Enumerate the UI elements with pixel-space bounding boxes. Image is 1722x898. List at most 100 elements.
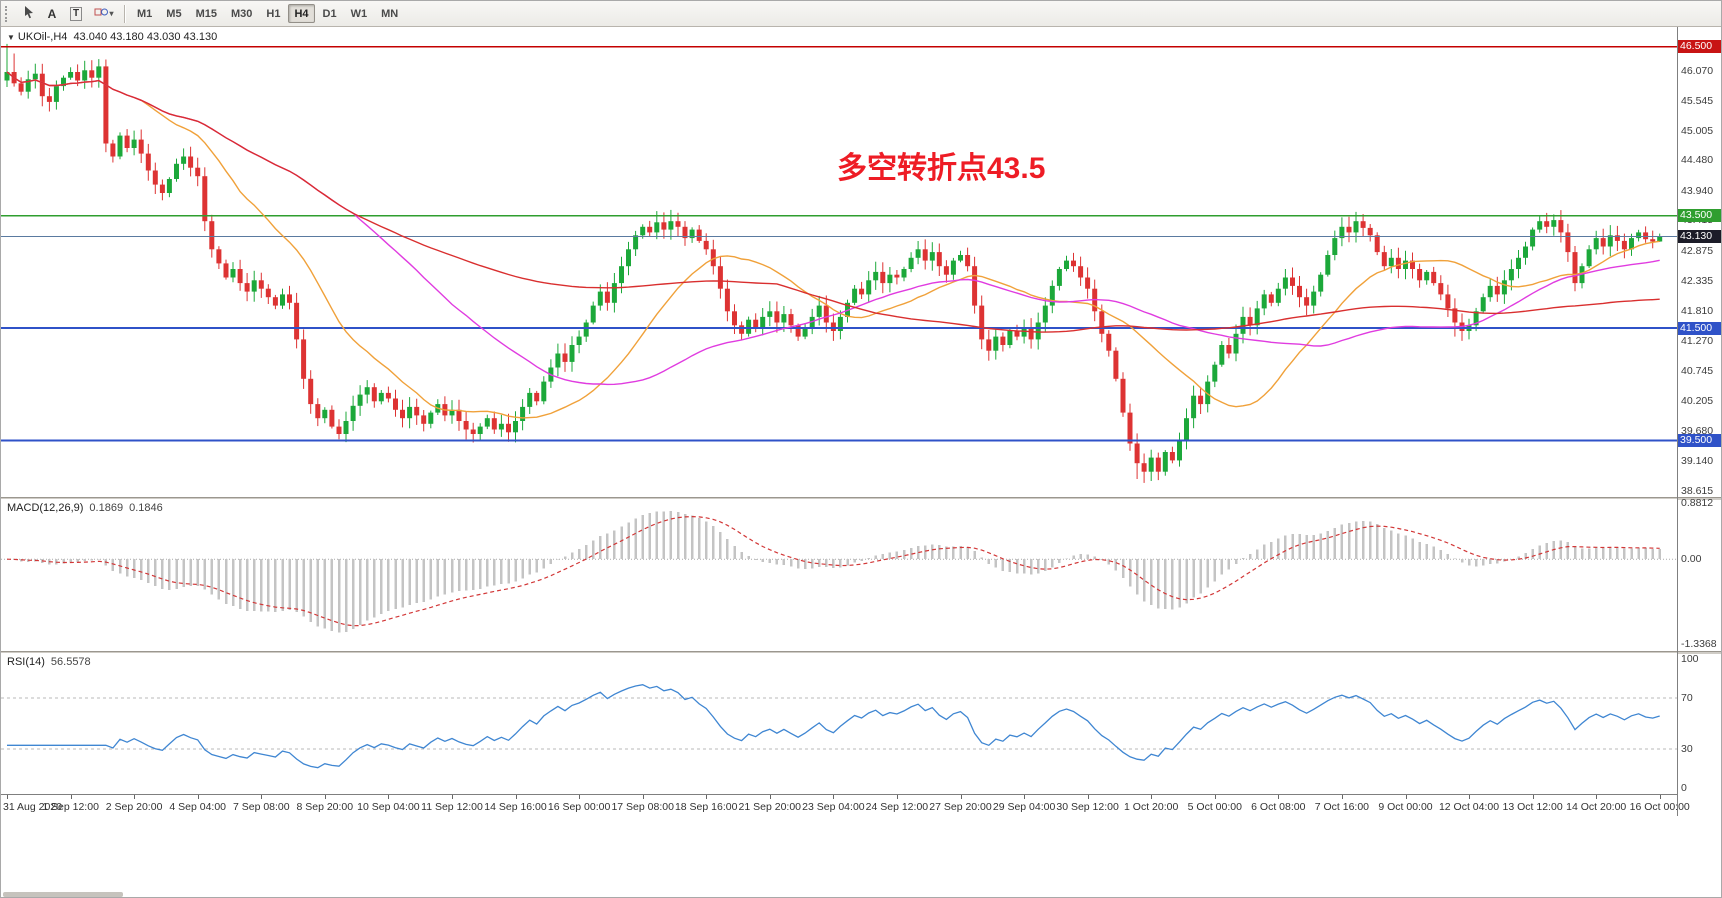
time-axis-label: 29 Sep 04:00 bbox=[992, 801, 1056, 813]
text-tool-button[interactable]: A bbox=[41, 4, 63, 24]
time-axis-label: 2 Sep 20:00 bbox=[105, 801, 163, 813]
macd-label: MACD(12,26,9) 0.1869 0.1846 bbox=[7, 502, 163, 514]
time-axis-label: 21 Sep 20:00 bbox=[738, 801, 802, 813]
shapes-tool-button[interactable]: ▾ bbox=[89, 4, 119, 24]
symbol-timeframe-label: UKOil-,H4 bbox=[17, 31, 68, 43]
ohlc-values: 43.040 43.180 43.030 43.130 bbox=[73, 31, 218, 43]
time-axis-tick bbox=[642, 795, 644, 799]
price-axis-tick: 43.940 bbox=[1681, 184, 1714, 197]
chart-title: ▼ UKOil-,H4 43.040 43.180 43.030 43.130 bbox=[7, 31, 217, 43]
time-axis-label: 18 Sep 16:00 bbox=[674, 801, 738, 813]
price-axis-tick: 39.680 bbox=[1681, 424, 1714, 437]
chart-annotation: 多空转折点43.5 bbox=[837, 152, 1046, 185]
macd-axis-tick: 0.00 bbox=[1681, 553, 1702, 566]
timeframe-button-m30[interactable]: M30 bbox=[225, 4, 258, 23]
price-axis-tick: 41.270 bbox=[1681, 335, 1714, 348]
rsi-chart[interactable] bbox=[1, 653, 1677, 794]
macd-signal-line bbox=[6, 515, 1660, 627]
timeframe-button-h1[interactable]: H1 bbox=[260, 4, 286, 23]
time-axis-tick bbox=[197, 795, 199, 799]
macd-chart[interactable] bbox=[1, 499, 1677, 651]
timeframe-group: M1 M5 M15 M30 H1 H4 D1 W1 MN bbox=[130, 4, 405, 23]
timeframe-button-w1[interactable]: W1 bbox=[345, 4, 374, 23]
time-axis-label: 1 Sep 12:00 bbox=[42, 801, 99, 813]
time-axis-tick bbox=[1341, 795, 1343, 799]
time-axis-label: 7 Oct 16:00 bbox=[1314, 801, 1370, 813]
price-level-badge: 46.500 bbox=[1678, 40, 1721, 54]
price-level-badge: 43.500 bbox=[1678, 209, 1721, 223]
panel-splitter[interactable] bbox=[1, 651, 1721, 654]
cursor-icon bbox=[22, 5, 35, 22]
timeframe-button-m1[interactable]: M1 bbox=[131, 4, 158, 23]
time-axis-tick bbox=[1024, 795, 1026, 799]
time-axis-tick bbox=[579, 795, 581, 799]
cursor-tool-button[interactable] bbox=[17, 4, 39, 24]
time-axis-label: 14 Sep 16:00 bbox=[484, 801, 547, 813]
candles-group bbox=[4, 43, 1663, 483]
time-axis-tick bbox=[706, 795, 708, 799]
horizontal-scrollbar-thumb[interactable] bbox=[3, 892, 123, 897]
timeframe-button-h4[interactable]: H4 bbox=[288, 4, 315, 23]
time-axis-tick bbox=[388, 795, 390, 799]
time-axis-tick bbox=[7, 795, 8, 799]
toolbar-separator bbox=[124, 4, 126, 23]
timeframe-button-d1[interactable]: D1 bbox=[317, 4, 343, 23]
chart-toolbar: A T ▾ M1 M5 M15 M30 H1 H4 D1 W1 MN bbox=[1, 1, 1721, 27]
current-price-badge: 43.130 bbox=[1678, 229, 1721, 243]
rsi-panel[interactable]: RSI(14) 56.5578 bbox=[1, 653, 1677, 794]
price-axis-tick: 38.615 bbox=[1681, 484, 1714, 497]
time-axis-tick bbox=[833, 795, 835, 799]
time-axis-label: 10 Sep 04:00 bbox=[357, 801, 420, 813]
time-axis-tick bbox=[769, 795, 771, 799]
time-axis-tick bbox=[134, 795, 136, 799]
time-axis-label: 9 Oct 00:00 bbox=[1378, 801, 1433, 813]
toolbar-grip[interactable] bbox=[5, 5, 11, 22]
rsi-axis-tick: 70 bbox=[1681, 691, 1693, 704]
price-axis-tick: 46.070 bbox=[1681, 64, 1714, 77]
timeframe-button-m15[interactable]: M15 bbox=[190, 4, 223, 23]
time-axis-tick bbox=[515, 795, 517, 799]
price-axis-tick: 42.335 bbox=[1681, 275, 1714, 288]
time-axis-label: 11 Sep 12:00 bbox=[421, 801, 483, 813]
time-axis-tick bbox=[1596, 795, 1598, 799]
price-axis-tick: 40.745 bbox=[1681, 364, 1714, 377]
rsi-label: RSI(14) 56.5578 bbox=[7, 656, 91, 668]
time-axis-label: 13 Oct 12:00 bbox=[1502, 801, 1563, 813]
price-axis[interactable]: 46.07045.54545.00544.48043.94043.41542.8… bbox=[1678, 27, 1721, 816]
text-label-icon: T bbox=[69, 6, 83, 21]
time-axis-label: 31 Aug 2020 bbox=[3, 801, 62, 813]
panel-splitter[interactable] bbox=[1, 497, 1721, 500]
level-lines-group bbox=[1, 45, 1677, 442]
time-axis-label: 17 Sep 08:00 bbox=[611, 801, 674, 813]
macd-signal-value: 0.1846 bbox=[129, 502, 163, 514]
macd-title: MACD(12,26,9) bbox=[7, 502, 84, 514]
time-axis-label: 12 Oct 04:00 bbox=[1438, 801, 1500, 813]
time-axis-tick bbox=[960, 795, 962, 799]
price-level-badge: 39.500 bbox=[1678, 434, 1721, 448]
time-axis-label: 14 Oct 20:00 bbox=[1566, 801, 1627, 813]
collapse-triangle-icon[interactable]: ▼ bbox=[7, 33, 15, 42]
macd-main-value: 0.1869 bbox=[89, 502, 124, 514]
time-axis[interactable]: 31 Aug 2020 1 Sep 12:00 2 Sep 20:00 4 Sep 0… bbox=[1, 794, 1690, 817]
timeframe-button-mn[interactable]: MN bbox=[375, 4, 404, 23]
time-axis-label: 7 Sep 08:00 bbox=[232, 801, 290, 813]
price-axis-tick: 42.875 bbox=[1681, 244, 1714, 257]
rsi-axis-tick: 30 bbox=[1681, 743, 1693, 756]
rsi-axis-tick: 100 bbox=[1681, 653, 1699, 666]
rsi-line bbox=[7, 684, 1660, 769]
macd-axis-tick: -1.3368 bbox=[1681, 637, 1717, 650]
price-axis-tick: 39.140 bbox=[1681, 455, 1714, 467]
time-axis-tick bbox=[1214, 795, 1216, 799]
macd-panel[interactable]: MACD(12,26,9) 0.1869 0.1846 bbox=[1, 499, 1677, 651]
rsi-level-lines bbox=[1, 697, 1677, 750]
price-chart-panel[interactable]: ▼ UKOil-,H4 43.040 43.180 43.030 43.130 多空… bbox=[1, 27, 1677, 497]
rsi-value: 56.5578 bbox=[50, 656, 91, 668]
text-label-tool-button[interactable]: T bbox=[65, 4, 87, 24]
timeframe-button-m5[interactable]: M5 bbox=[160, 4, 187, 23]
time-axis-label: 8 Sep 20:00 bbox=[296, 801, 354, 813]
moving-average-line-20 bbox=[6, 71, 1660, 419]
candlestick-chart[interactable] bbox=[1, 27, 1677, 497]
price-axis-tick: 45.545 bbox=[1681, 94, 1714, 107]
time-axis-label: 4 Sep 04:00 bbox=[169, 801, 227, 813]
